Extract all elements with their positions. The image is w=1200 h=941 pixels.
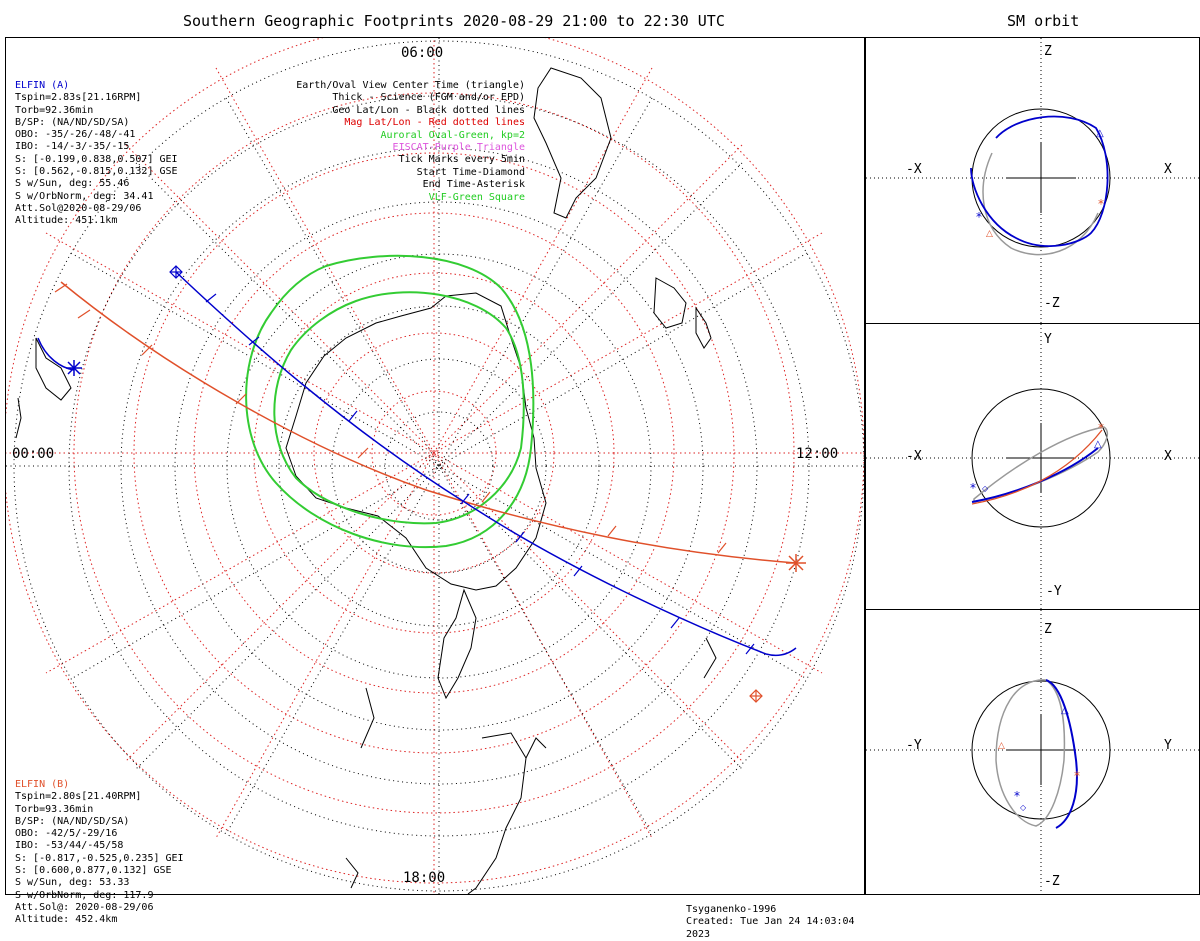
svg-text:*: * [976, 210, 982, 224]
svg-text:*: * [970, 481, 976, 495]
sm3-axis-bottom: -Z [1044, 874, 1060, 889]
sm-orbit-xy-plot: △ * * ◇ [866, 324, 1199, 609]
info_a-line: S: [0.562,-0.815,0.132] GSE [15, 166, 178, 178]
mag-grid [6, 38, 864, 894]
sm2-axis-left: -X [906, 449, 922, 464]
info_b-line: Tspin=2.80s[21.40RPM] [15, 791, 142, 803]
elfin-b-info: ELFIN (B) Tspin=2.80s[21.40RPM] Torb=93.36… [15, 779, 184, 927]
mlt-label-12: 12:00 [796, 446, 839, 462]
elfin-a-info: ELFIN (A) Tspin=2.83s[21.16RPM] Torb=92.36… [15, 80, 178, 228]
model-name: Tsyganenko-1996 [686, 904, 777, 915]
info_b-line: S w/OrbNorm, deg: 117.9 [15, 889, 154, 901]
info_b-line: OBO: -42/5/-29/16 [15, 828, 118, 840]
sm2-axis-top: Y [1044, 332, 1052, 347]
legend-item: Geo Lat/Lon - Black dotted lines [332, 104, 525, 116]
legend-item: Start Time-Diamond [416, 166, 525, 178]
sm2-axis-bottom: -Y [1046, 584, 1062, 599]
legend-item: End Time-Asterisk [422, 179, 525, 191]
info_a-line: Tspin=2.83s[21.16RPM] [15, 92, 142, 104]
info_b-line: B/SP: (NA/ND/SD/SA) [15, 815, 130, 827]
svg-text:△: △ [1061, 705, 1069, 716]
info_a-line: Altitude: 451.1km [15, 215, 118, 227]
sm-orbit-xz-panel: △ * * △ Z -Z -X X [865, 37, 1200, 324]
sm1-axis-bottom: -Z [1044, 296, 1060, 311]
legend-item: Thick - Science (FGM and/or EPD) [332, 92, 525, 104]
sm1-axis-top: Z [1044, 44, 1052, 59]
info_a-line: OBO: -35/-26/-48/-41 [15, 129, 136, 141]
info_b-line: S w/Sun, deg: 53.33 [15, 877, 130, 889]
svg-text:*: * [1098, 421, 1104, 435]
legend-item: Auroral Oval-Green, kp=2 [380, 129, 526, 141]
info_b-line: Torb=93.36min [15, 803, 94, 815]
elfin-a-track [37, 265, 797, 657]
svg-text:△: △ [1096, 128, 1104, 139]
legend-item: Mag Lat/Lon - Red dotted lines [344, 117, 525, 129]
svg-text:◇: ◇ [1020, 803, 1027, 812]
svg-text:△: △ [998, 741, 1005, 751]
svg-text:△: △ [986, 229, 993, 239]
svg-text:◇: ◇ [982, 484, 989, 493]
mlt-label-00: 00:00 [12, 446, 55, 462]
info_a-line: IBO: -14/-3/-35/-15 [15, 141, 130, 153]
legend-item: EISCAT-Purple Triangle [392, 142, 525, 154]
sm-orbit-xy-panel: △ * * ◇ Y -Y -X X [865, 323, 1200, 610]
credits: Tsyganenko-1996 Created: Tue Jan 24 14:0… [686, 904, 864, 941]
sm3-axis-left: -Y [906, 738, 922, 753]
info_a-line: Torb=92.36min [15, 104, 94, 116]
info_b-line: S: [-0.817,-0.525,0.235] GEI [15, 852, 184, 864]
info_b-line: S: [0.600,0.877,0.132] GSE [15, 865, 172, 877]
svg-text:△: △ [1094, 439, 1102, 450]
legend-item: VLF-Green Square [428, 191, 525, 203]
sm1-axis-right: X [1164, 162, 1172, 177]
elfin-b-track [54, 281, 806, 703]
info_a-line: S w/Sun, deg: 55.46 [15, 178, 130, 190]
legend: Earth/Oval View Center Time (triangle) Th… [296, 80, 525, 204]
info_b-line: Altitude: 452.4km [15, 914, 118, 926]
sm3-axis-right: Y [1164, 738, 1172, 753]
info_a-line: B/SP: (NA/ND/SD/SA) [15, 116, 130, 128]
legend-item: Earth/Oval View Center Time (triangle) [296, 80, 525, 91]
footprint-map-panel: ELFIN (A) Tspin=2.83s[21.16RPM] Torb=92.36… [5, 37, 865, 940]
auroral-oval [245, 254, 535, 549]
info_b-head: ELFIN (B) [15, 779, 70, 790]
info_a-line: S w/OrbNorm, deg: 34.41 [15, 190, 154, 202]
info_b-line: IBO: -53/44/-45/58 [15, 840, 124, 852]
sm-orbit-yz-plot: △ * * △ ◇ [866, 610, 1199, 894]
created-timestamp: Created: Tue Jan 24 14:03:04 2023 [686, 916, 855, 940]
sm-orbit-xz-plot: △ * * △ [866, 38, 1199, 323]
mlt-label-06: 06:00 [401, 45, 444, 61]
svg-text:*: * [1098, 197, 1104, 211]
info_b-line: Att.Sol@: 2020-08-29/06 [15, 901, 154, 913]
sm3-axis-top: Z [1044, 622, 1052, 637]
main-title: Southern Geographic Footprints 2020-08-2… [183, 12, 725, 30]
svg-text:*: * [1014, 789, 1020, 803]
sm-orbit-yz-panel: △ * * △ ◇ Z -Z -Y Y [865, 609, 1200, 895]
svg-text:*: * [1074, 769, 1080, 783]
sm-orbit-title: SM orbit [1007, 12, 1080, 30]
sm2-axis-right: X [1164, 449, 1172, 464]
sm1-axis-left: -X [906, 162, 922, 177]
info_a-line: S: [-0.199,0.838,0.507] GEI [15, 153, 178, 165]
footprint-map [6, 38, 864, 894]
geo-grid [6, 38, 864, 894]
info_a-line: Att.Sol@2020-08-29/06 [15, 202, 142, 214]
mlt-label-18: 18:00 [403, 870, 446, 886]
coastlines [15, 67, 717, 894]
info_a-head: ELFIN (A) [15, 80, 70, 91]
legend-item: Tick Marks every 5min [398, 154, 525, 166]
